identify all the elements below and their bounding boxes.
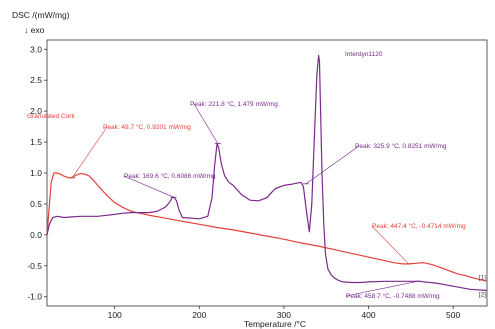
y-tick-label: 2.0: [30, 106, 42, 116]
series-end-label: [2]: [479, 292, 486, 299]
annotation: Granulated Cork: [27, 113, 75, 120]
annotation-label: Granulated Cork: [27, 113, 75, 120]
annotation: Peak: 49.7 °C, 0.9201 mW/mg: [69, 123, 191, 179]
annotation-leader: [371, 225, 409, 265]
series-end-label: [1]: [479, 274, 486, 281]
annotation: Peak: 221.8 °C, 1.479 mW/mg: [190, 100, 278, 144]
annotation: Peak: 458.7 °C, -0.7488 mW/mg: [345, 280, 440, 300]
x-tick-label: 200: [192, 310, 206, 320]
series-line-1: [46, 172, 488, 282]
annotation-leader: [123, 175, 174, 198]
axes: -1.0 -0.5 0.0 0.5 1.0 1.5 2.0 2.5 3.0 100 200 300 40…: [27, 39, 488, 320]
annotation: Peak: 325.9 °C, 0.8251 mW/mg: [302, 142, 447, 185]
y-tick-label: -1.0: [27, 292, 42, 302]
annotation-label: Peak: 447.4 °C, -0.4714 mW/mg: [372, 222, 466, 230]
annotation-leader: [305, 145, 360, 185]
y-tick-label: 1.0: [30, 168, 42, 178]
x-tick-label: 100: [108, 310, 122, 320]
annotation-label: Peak: 325.9 °C, 0.8251 mW/mg: [355, 142, 447, 150]
annotation-leader: [71, 126, 108, 179]
annotation-label: Peak: 458.7 °C, -0.7488 mW/mg: [346, 292, 440, 300]
series-layer: [1] [2]: [46, 54, 488, 299]
annotation-label: Peak: 49.7 °C, 0.9201 mW/mg: [103, 123, 191, 131]
annotation: Peak: 169.6 °C, 0.6086 mW/mg: [123, 172, 216, 198]
series-line-2: [46, 54, 488, 292]
y-tick-label: -0.5: [27, 261, 42, 271]
x-tick-label: 400: [361, 310, 375, 320]
annotation-label: Peak: 169.6 °C, 0.6086 mW/mg: [124, 172, 216, 180]
annotation: Interdyn1120: [345, 51, 383, 58]
x-axis-title: Temperature /°C: [244, 319, 306, 329]
x-tick-label: 500: [446, 310, 460, 320]
annotation-label: Interdyn1120: [345, 51, 383, 58]
y-tick-label: 1.5: [30, 137, 42, 147]
y-axis-title: DSC /(mW/mg): [12, 10, 70, 20]
annotation-layer: Granulated Cork Peak: 49.7 °C, 0.9201 mW/…: [27, 51, 466, 300]
exo-indicator: ↓ exo: [24, 25, 45, 35]
x-tick-label: 300: [277, 310, 291, 320]
y-tick-label: 2.5: [30, 75, 42, 85]
plot-frame: [46, 39, 488, 307]
y-tick-label: 3.0: [30, 44, 42, 54]
annotation-leader: [193, 103, 219, 144]
y-tick-label: 0.0: [30, 230, 42, 240]
y-tick-label: 0.5: [30, 199, 42, 209]
annotation: Peak: 447.4 °C, -0.4714 mW/mg: [371, 222, 466, 265]
annotation-label: Peak: 221.8 °C, 1.479 mW/mg: [190, 100, 278, 108]
annotation-leader: [345, 280, 419, 297]
